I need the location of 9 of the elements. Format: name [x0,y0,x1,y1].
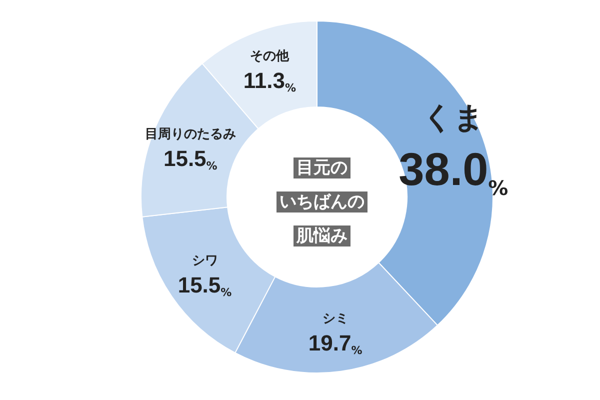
data-label: 15.5% [178,272,232,299]
slice-label: シミ [322,311,348,326]
slice-label: その他 [250,48,290,64]
data-label: 11.3% [243,68,296,94]
slice-label: 目周りのたるみ [144,126,236,142]
data-label: 19.7% [308,330,362,357]
slice-label: シワ [192,253,218,268]
data-label: 15.5% [163,146,218,172]
text: 目元のいちばんの肌悩み [280,158,364,246]
